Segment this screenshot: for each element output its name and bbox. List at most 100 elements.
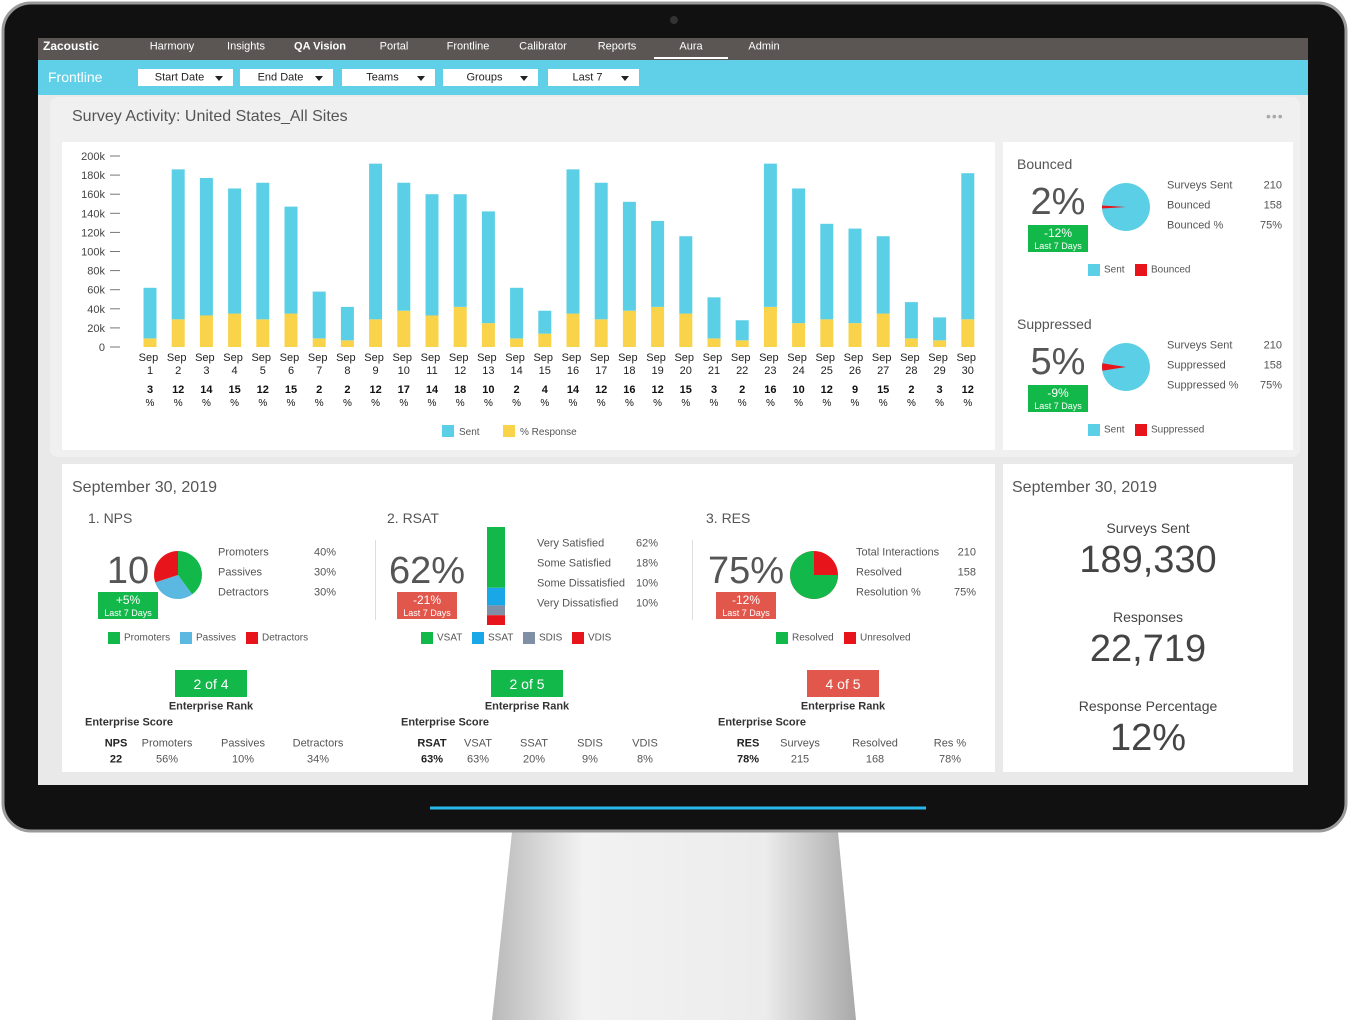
response-pct: 2: [316, 384, 322, 396]
filter-label[interactable]: Start Date: [154, 71, 205, 84]
bar-segment: [792, 323, 806, 347]
x-tick-label: Sep 29: [928, 352, 951, 377]
section-title: 2. RSAT: [387, 509, 439, 526]
x-tick-label: Sep 16: [562, 352, 585, 377]
filter-dropdown[interactable]: [342, 69, 435, 86]
bar-segment: [171, 319, 185, 347]
nav-item[interactable]: Frontline: [446, 40, 490, 53]
pie-slice: [790, 551, 838, 599]
rsat-segment: [487, 615, 505, 625]
bar-segment: [763, 306, 777, 347]
y-tick-label: 0: [99, 342, 105, 354]
bar-segment: [312, 338, 326, 347]
change-period: Last 7 Days: [1034, 400, 1082, 411]
table-header: Promoters: [141, 737, 193, 750]
separator: [692, 540, 693, 620]
legend-label: Passives: [196, 632, 237, 644]
legend-swatch: [1088, 264, 1100, 276]
stat-label: Passives: [218, 566, 263, 579]
legend-label: Bounced: [1151, 264, 1191, 276]
response-pct: 2: [908, 384, 914, 396]
menu-dots[interactable]: •••: [1266, 108, 1284, 124]
table-header: Resolved: [852, 737, 898, 750]
nav-item[interactable]: Calibrator: [519, 40, 567, 53]
nav-item[interactable]: Insights: [227, 40, 265, 53]
nav-item[interactable]: Portal: [379, 40, 409, 53]
change-period: Last 7 Days: [403, 607, 451, 618]
response-unit: %: [822, 398, 831, 409]
bar-segment: [453, 306, 467, 347]
bar-segment: [876, 313, 890, 347]
response-unit: %: [146, 398, 155, 409]
bar-segment: [622, 310, 636, 347]
legend-swatch: [503, 425, 515, 437]
response-pct: 4: [542, 384, 549, 396]
bar-segment: [848, 323, 862, 347]
response-unit: %: [963, 398, 972, 409]
filter-dropdown[interactable]: [138, 69, 233, 86]
nav-item[interactable]: Harmony: [149, 40, 195, 53]
x-tick-label: Sep 10: [392, 352, 415, 377]
filter-label[interactable]: Groups: [466, 71, 503, 84]
legend-label: Sent: [1104, 264, 1125, 276]
filter-label[interactable]: Last 7: [572, 71, 603, 84]
total-value: 22,719: [1089, 628, 1207, 671]
bar-segment: [340, 306, 354, 341]
dropdown-caret: [520, 76, 528, 81]
nav-item[interactable]: Reports: [597, 40, 637, 53]
bar-segment: [256, 319, 270, 347]
response-unit: %: [484, 398, 493, 409]
nav-item[interactable]: Aura: [679, 40, 703, 53]
legend-swatch: [572, 632, 584, 644]
table-cell: 215: [790, 753, 810, 766]
filter-label[interactable]: Teams: [366, 71, 399, 84]
response-unit: %: [512, 398, 521, 409]
x-tick-label: Sep 12: [449, 352, 472, 377]
x-tick-label: Sep 15: [533, 352, 556, 377]
y-tick-label: 140k: [81, 208, 105, 220]
nav-item[interactable]: QA Vision: [294, 40, 346, 53]
stat-value: 75%: [1259, 379, 1282, 392]
filter-dropdown[interactable]: [240, 69, 333, 86]
rank: 4 of 5: [825, 675, 861, 692]
response-unit: %: [569, 398, 578, 409]
legend-label: Unresolved: [860, 632, 911, 644]
table-header: RES: [736, 737, 760, 750]
stat-value: 210: [957, 546, 976, 559]
y-tick-label: 120k: [81, 227, 105, 239]
filter-dropdown[interactable]: [548, 69, 639, 86]
brand: Zacoustic: [43, 39, 100, 54]
response-unit: %: [343, 398, 352, 409]
legend-label: Sent: [1104, 424, 1125, 436]
change-period: Last 7 Days: [722, 607, 770, 618]
stat-label: Surveys Sent: [1167, 339, 1233, 352]
bar-segment: [143, 338, 157, 347]
x-tick-label: Sep 2: [167, 352, 190, 377]
table-cell: 20%: [522, 753, 546, 766]
filter-dropdown[interactable]: [443, 69, 538, 86]
total-label: Response Percentage: [1078, 697, 1218, 714]
section-title: 3. RES: [706, 509, 751, 526]
filter-label[interactable]: End Date: [257, 71, 304, 84]
bar-segment: [481, 323, 495, 347]
bar-segment: [171, 169, 185, 320]
bar-segment: [397, 182, 411, 311]
bar-segment: [933, 317, 947, 341]
legend-label: Sent: [459, 427, 480, 438]
x-tick-label: Sep 6: [280, 352, 303, 377]
y-tick-label: 40k: [87, 304, 105, 316]
stat-label: Promoters: [218, 546, 269, 559]
big-value: 2%: [1030, 181, 1086, 224]
stat-value: 62%: [635, 537, 658, 550]
rank-label: Enterprise Rank: [168, 700, 254, 713]
card-title: September 30, 2019: [1012, 478, 1157, 496]
x-tick-label: Sep 4: [223, 352, 246, 377]
bar-segment: [228, 313, 242, 347]
response-unit: %: [794, 398, 803, 409]
dropdown-caret: [315, 76, 323, 81]
response-pct: 3: [147, 384, 153, 396]
x-tick-label: Sep 9: [364, 352, 387, 377]
bar-segment: [312, 291, 326, 339]
nav-item[interactable]: Admin: [748, 40, 780, 53]
change-period: Last 7 Days: [104, 607, 152, 618]
